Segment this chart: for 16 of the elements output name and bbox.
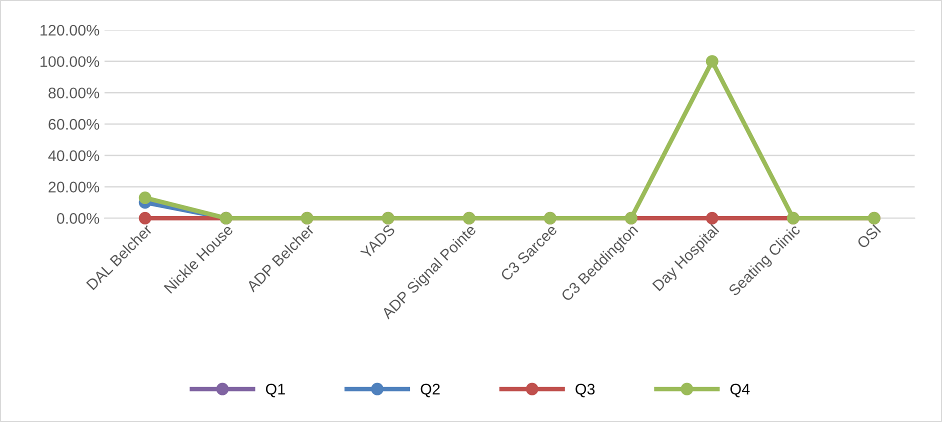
y-tick-label: 0.00% (56, 213, 100, 224)
y-tick-label: 80.00% (48, 88, 100, 98)
y-tick-label: 40.00% (48, 150, 100, 162)
x-tick-label: OSI (856, 224, 882, 250)
legend-label: Q3 (576, 384, 595, 398)
point (706, 55, 718, 68)
y-tick-label: 100.00% (40, 56, 100, 68)
point (138, 192, 152, 204)
legend-label: Q2 (420, 384, 440, 398)
point (706, 212, 718, 224)
legend-label: Q4 (730, 384, 750, 398)
legend-label: Q1 (266, 384, 285, 398)
y-tick-label: 20.00% (48, 182, 100, 192)
point (138, 212, 152, 224)
y-tick-label: 60.00% (48, 118, 100, 130)
y-tick-label: 120.00% (40, 24, 100, 36)
